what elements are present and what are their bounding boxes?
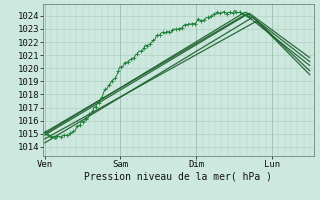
X-axis label: Pression niveau de la mer( hPa ): Pression niveau de la mer( hPa ) (84, 172, 272, 182)
